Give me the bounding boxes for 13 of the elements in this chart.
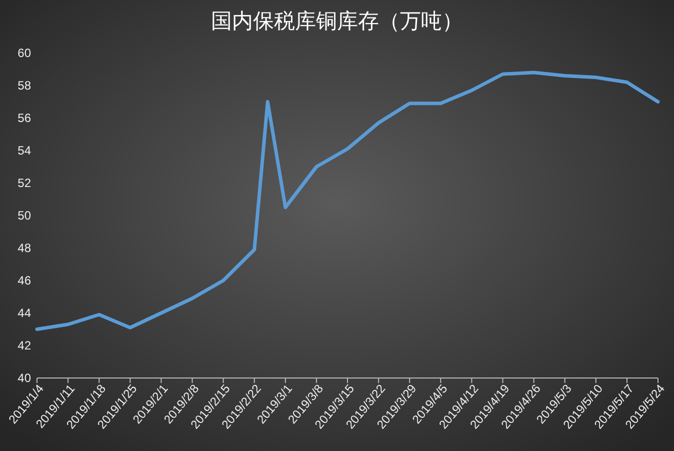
y-tick-label: 58 [18, 78, 32, 93]
y-tick-label: 46 [18, 274, 32, 288]
y-tick-label: 42 [18, 338, 32, 353]
chart-title: 国内保税库铜库存（万吨） [211, 9, 463, 33]
y-tick-label: 52 [18, 176, 32, 190]
y-tick-label: 60 [18, 46, 32, 60]
y-tick-label: 48 [18, 241, 32, 256]
y-tick-label: 50 [18, 208, 32, 223]
line-series [35, 70, 660, 331]
y-tick-label: 40 [18, 371, 32, 386]
y-tick-label: 54 [18, 144, 32, 158]
y-tick-label: 44 [18, 306, 32, 320]
y-tick-label: 56 [18, 111, 32, 126]
